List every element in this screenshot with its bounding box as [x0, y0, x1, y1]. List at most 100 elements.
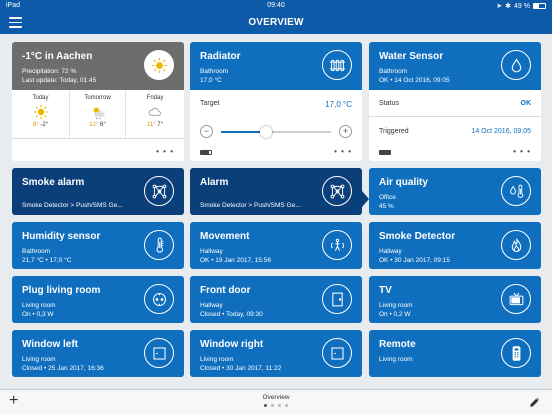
tile-location: Hallway [379, 248, 402, 255]
device-label: iPad [6, 2, 21, 9]
tile-sub: Hallway OK • 30 Jan 2017, 09:15 [379, 248, 450, 265]
tile-location: Bathroom [22, 248, 51, 255]
page-title: OVERVIEW [248, 17, 304, 28]
tile-title: Window right [200, 339, 264, 350]
weather-title: -1°C in Aachen [22, 51, 93, 62]
tile-window-left[interactable]: Window left Living room Closed • 25 Jan 20… [12, 330, 184, 377]
tile-title: Plug living room [22, 285, 101, 296]
plug-icon [144, 284, 174, 314]
edit-icon[interactable] [528, 395, 542, 409]
slider-track[interactable] [221, 126, 331, 138]
increase-button[interactable]: + [339, 125, 352, 138]
slider-fill [221, 131, 267, 133]
tile-sub: Smoke Detector > Push/SMS Ge... [22, 202, 123, 211]
tile-status: Closed • Today, 09:30 [200, 310, 263, 318]
tile-status: Smoke Detector > Push/SMS Ge... [200, 202, 301, 209]
page-dot[interactable] [278, 404, 281, 407]
sun-icon [144, 50, 174, 80]
forecast-day: Today [32, 95, 49, 101]
water-state: OK • 14 Oct 2016, 09:05 [379, 76, 450, 84]
water-drop-icon [501, 50, 531, 80]
tile-location: Hallway [200, 302, 223, 309]
tile-plug-living-room[interactable]: Plug living room Living room On • 0,3 W [12, 276, 184, 323]
window-icon [322, 338, 352, 368]
network-icon [144, 176, 174, 206]
status-right: ➤ ✱ 49 % [496, 2, 546, 10]
target-row: Target 17,0 °C [200, 100, 352, 109]
radiator-card[interactable]: Radiator Bathroom 17,0 °C Target 17,0 °C… [190, 42, 362, 161]
slider-knob[interactable] [260, 126, 273, 138]
tile-tv[interactable]: TV Living room On • 0,2 W [369, 276, 541, 323]
battery-icon [533, 3, 546, 9]
add-icon[interactable]: + [9, 392, 19, 409]
battery-icon [200, 150, 212, 155]
weather-card[interactable]: -1°C in Aachen Precipitation: 72 % Last … [12, 42, 184, 161]
target-slider[interactable]: − + [200, 125, 352, 139]
flame-icon [501, 230, 531, 260]
water-sub: Bathroom OK • 14 Oct 2016, 09:05 [379, 68, 450, 85]
tile-location: Hallway [200, 248, 223, 255]
weather-header: -1°C in Aachen Precipitation: 72 % Last … [12, 42, 184, 90]
more-button[interactable]: • • • [156, 147, 174, 156]
bottom-bar: + Overview [0, 389, 552, 414]
decrease-button[interactable]: − [200, 125, 213, 138]
status-row: Status OK [379, 100, 531, 107]
tile-humidity-sensor[interactable]: Humidity sensor Bathroom 21,7 °C • 17,0 °C [12, 222, 184, 269]
target-value: 17,0 °C [325, 100, 352, 109]
tile-air-quality[interactable]: Air quality Office 45 % [369, 168, 541, 215]
tile-status: On • 0,3 W [22, 310, 54, 318]
tile-sub: Living room Closed • 25 Jan 2017, 16:36 [22, 356, 104, 373]
forecast-low: 7° [157, 122, 164, 128]
triggered-label: Triggered [379, 128, 409, 135]
page-dot[interactable] [285, 404, 288, 407]
battery-icon [379, 150, 391, 155]
forecast-day: Friday [146, 95, 164, 101]
nav-bar: OVERVIEW [0, 12, 552, 34]
radiator-room: Bathroom [200, 68, 229, 75]
tile-location: Living room [379, 356, 413, 363]
forecast-high: 11° [146, 122, 156, 128]
more-button[interactable]: • • • [334, 147, 352, 156]
tile-location: Living room [22, 302, 56, 309]
page-dot[interactable] [264, 404, 267, 407]
page-dot[interactable] [271, 404, 274, 407]
tile-sub: Living room Closed • 30 Jan 2017, 11:22 [200, 356, 281, 373]
target-label: Target [200, 100, 220, 107]
humidity-thermometer-icon [501, 176, 531, 206]
menu-icon[interactable] [9, 17, 22, 28]
clock: 09:40 [267, 2, 285, 9]
tile-window-right[interactable]: Window right Living room Closed • 30 Jan 2… [190, 330, 362, 377]
tile-location: Living room [379, 302, 413, 309]
tile-status: Smoke Detector > Push/SMS Ge... [22, 202, 123, 209]
remote-icon [501, 338, 531, 368]
page-indicator[interactable] [0, 404, 552, 407]
tile-smoke-detector[interactable]: Smoke Detector Hallway OK • 30 Jan 2017, 0… [369, 222, 541, 269]
tile-remote[interactable]: Remote Living room [369, 330, 541, 377]
forecast-today: Today 8° -2° [12, 90, 69, 138]
tile-alarm[interactable]: Alarm Smoke Detector > Push/SMS Ge... [190, 168, 362, 215]
tile-sub: Hallway Closed • Today, 09:30 [200, 302, 263, 319]
status-label: Status [379, 100, 399, 107]
tile-front-door[interactable]: Front door Hallway Closed • Today, 09:30 [190, 276, 362, 323]
forecast-day: Tomorrow [84, 95, 111, 101]
radiator-temp: 17,0 °C [200, 76, 222, 84]
forecast-low: 6° [100, 122, 106, 128]
radiator-icon [322, 50, 352, 80]
battery-percent: 49 % [514, 2, 530, 10]
tile-sub: Bathroom 21,7 °C • 17,0 °C [22, 248, 71, 265]
triggered-row: Triggered 14 Oct 2016, 09:05 [379, 128, 531, 135]
tile-smoke-alarm[interactable]: Smoke alarm Smoke Detector > Push/SMS Ge.… [12, 168, 184, 215]
tile-title: Smoke Detector [379, 231, 456, 242]
cloud-icon [126, 104, 184, 120]
status-bar: iPad 09:40 ➤ ✱ 49 % [0, 0, 552, 12]
tile-title: Remote [379, 339, 416, 350]
water-room: Bathroom [379, 68, 408, 75]
weather-details: Precipitation: 72 % Last update: Today, … [22, 68, 96, 85]
page-label: Overview [262, 394, 290, 401]
motion-icon [322, 230, 352, 260]
tile-movement[interactable]: Movement Hallway OK • 19 Jan 2017, 15:56 [190, 222, 362, 269]
tile-title: Humidity sensor [22, 231, 101, 242]
tile-sub: Hallway OK • 19 Jan 2017, 15:56 [200, 248, 271, 265]
more-button[interactable]: • • • [513, 147, 531, 156]
water-sensor-card[interactable]: Water Sensor Bathroom OK • 14 Oct 2016, … [369, 42, 541, 161]
